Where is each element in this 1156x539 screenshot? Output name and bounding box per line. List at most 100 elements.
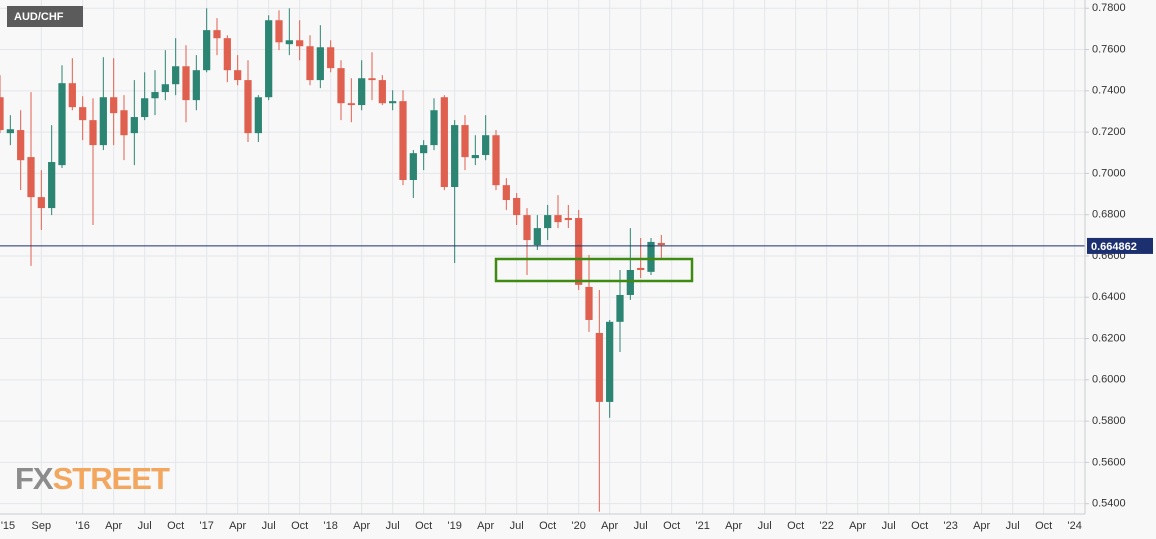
x-tick-label: Jul: [634, 520, 648, 532]
candle-body: [48, 162, 56, 209]
x-tick-label: '21: [695, 520, 709, 532]
candle-body: [616, 294, 624, 322]
candle-body: [327, 47, 335, 69]
x-tick-label: Apr: [477, 520, 494, 532]
y-tick-label: 0.5600: [1092, 456, 1126, 468]
candle-body: [647, 241, 655, 272]
watermark: FXSTREET: [15, 461, 170, 496]
y-tick-label: 0.6400: [1092, 291, 1126, 303]
candle-body: [637, 267, 645, 271]
candle-body: [151, 92, 159, 99]
candle-body: [192, 70, 200, 101]
last-price-label: 0.664862: [1091, 241, 1137, 253]
y-tick-label: 0.6800: [1092, 209, 1126, 221]
y-tick-label: 0.7200: [1092, 126, 1126, 138]
x-tick-label: Jul: [882, 520, 896, 532]
y-tick-label: 0.7600: [1092, 43, 1126, 55]
x-tick-label: Oct: [663, 520, 680, 532]
candle-body: [306, 46, 314, 81]
candle-body: [203, 30, 211, 71]
candle-body: [234, 70, 242, 81]
x-tick-label: Oct: [415, 520, 432, 532]
x-tick-label: Apr: [229, 520, 246, 532]
x-tick-label: Jul: [510, 520, 524, 532]
x-tick-label: Jul: [758, 520, 772, 532]
y-tick-label: 0.7400: [1092, 85, 1126, 97]
candle-body: [275, 20, 283, 43]
candle-body: [482, 135, 490, 156]
support-zone: [494, 257, 694, 283]
candle-body: [254, 97, 262, 134]
candle-body: [337, 68, 345, 104]
candle-body: [6, 129, 14, 134]
candle-body: [399, 101, 407, 181]
candle-body: [533, 228, 541, 246]
candle-body: [58, 83, 66, 166]
candle-body: [430, 110, 438, 146]
candle-body: [389, 101, 397, 104]
x-tick-label: '17: [199, 520, 213, 532]
candle-body: [513, 197, 521, 216]
candle-body: [523, 215, 531, 241]
candle-body: [17, 130, 25, 161]
x-tick-label: Apr: [849, 520, 866, 532]
candle-body: [461, 125, 469, 158]
candle-body: [79, 107, 87, 121]
watermark-street: STREET: [53, 461, 170, 496]
x-tick-label: Jul: [1006, 520, 1020, 532]
x-tick-label: '22: [819, 520, 833, 532]
candle-body: [265, 20, 273, 98]
x-tick-label: Oct: [911, 520, 928, 532]
candle-body: [316, 47, 324, 81]
candle-body: [451, 125, 459, 188]
candle-body: [409, 153, 417, 181]
x-tick-label: Jul: [262, 520, 276, 532]
chart-title: AUD/CHF: [14, 11, 64, 23]
candle-body: [213, 30, 221, 39]
candle-body: [554, 215, 562, 223]
candle-body: [296, 40, 304, 47]
x-tick-label: '18: [323, 520, 337, 532]
candle-body: [544, 215, 552, 229]
x-tick-label: Apr: [353, 520, 370, 532]
last-price-tag: [1087, 237, 1153, 254]
candle-body: [161, 84, 169, 93]
x-tick-label: Apr: [725, 520, 742, 532]
candle-body: [564, 217, 572, 221]
y-tick-label: 0.5800: [1092, 415, 1126, 427]
x-tick-label: '15: [1, 520, 15, 532]
candle-body: [471, 155, 479, 159]
x-tick-label: Jul: [386, 520, 400, 532]
candle-body: [347, 103, 355, 106]
candle-body: [378, 80, 386, 104]
candle-body: [182, 66, 190, 101]
candle-body: [492, 135, 500, 186]
x-tick-label: Oct: [167, 520, 184, 532]
candle-body: [68, 83, 76, 108]
x-tick-label: '24: [1067, 520, 1081, 532]
candle-body: [502, 185, 510, 201]
x-tick-label: Jul: [138, 520, 152, 532]
y-tick-label: 0.5400: [1092, 498, 1126, 510]
watermark-fx: FX: [15, 461, 54, 496]
x-tick-label: '19: [447, 520, 461, 532]
candle-body: [368, 78, 376, 81]
y-tick-label: 0.7000: [1092, 167, 1126, 179]
candle-body: [130, 117, 138, 134]
x-tick-label: '23: [943, 520, 957, 532]
x-tick-label: Apr: [601, 520, 618, 532]
candle-body: [110, 97, 118, 114]
candle-body: [99, 97, 107, 146]
x-tick-label: '16: [75, 520, 89, 532]
candle-body: [440, 97, 448, 188]
candle-body: [0, 97, 4, 131]
candle-body: [244, 80, 252, 134]
x-tick-label: '20: [571, 520, 585, 532]
candle-body: [606, 321, 614, 402]
candle-body: [657, 242, 665, 246]
candle-body: [223, 38, 231, 71]
candle-body: [89, 120, 97, 146]
y-tick-label: 0.6200: [1092, 332, 1126, 344]
